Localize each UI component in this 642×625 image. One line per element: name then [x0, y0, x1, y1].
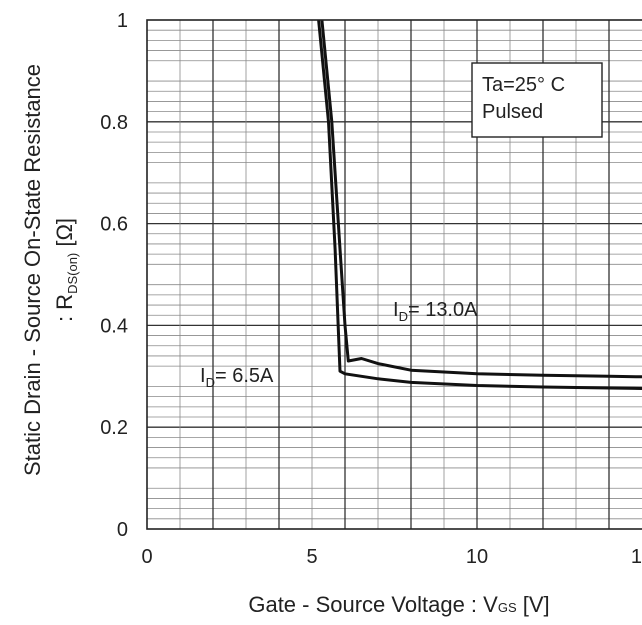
annotation-line-1: Ta=25° C — [482, 74, 565, 96]
y-tick-labels: 0 0.2 0.4 0.6 0.8 1 — [100, 10, 128, 541]
y-tick-label: 1 — [117, 10, 128, 32]
y-tick-label: 0.4 — [100, 315, 128, 337]
x-tick-label: 0 — [141, 546, 152, 568]
x-tick-label: 5 — [306, 546, 317, 568]
x-axis-title: Gate - Source Voltage : VGS [V] — [248, 592, 549, 617]
x-tick-label: 10 — [466, 546, 488, 568]
series-label-13-0a: ID= 13.0A — [393, 299, 478, 324]
plot-frame — [146, 19, 642, 530]
grid — [147, 20, 642, 529]
annotation-box — [471, 62, 603, 138]
series-label-6-5a: ID= 6.5A — [200, 365, 274, 390]
series-line-0 — [317, 19, 642, 390]
y-axis-title-line-2: : RDS(on) [Ω] — [52, 218, 80, 322]
y-axis-title-line-1: Static Drain - Source On-State Resistanc… — [20, 64, 45, 476]
series-line-1 — [320, 19, 642, 379]
curves — [317, 19, 642, 390]
y-tick-label: 0.2 — [100, 417, 128, 439]
x-tick-labels: 0 5 10 15 — [141, 546, 642, 568]
y-tick-label: 0 — [117, 519, 128, 541]
annotation-line-2: Pulsed — [482, 101, 543, 123]
x-tick-label: 15 — [631, 546, 642, 568]
y-tick-label: 0.8 — [100, 112, 128, 134]
y-tick-label: 0.6 — [100, 214, 128, 236]
